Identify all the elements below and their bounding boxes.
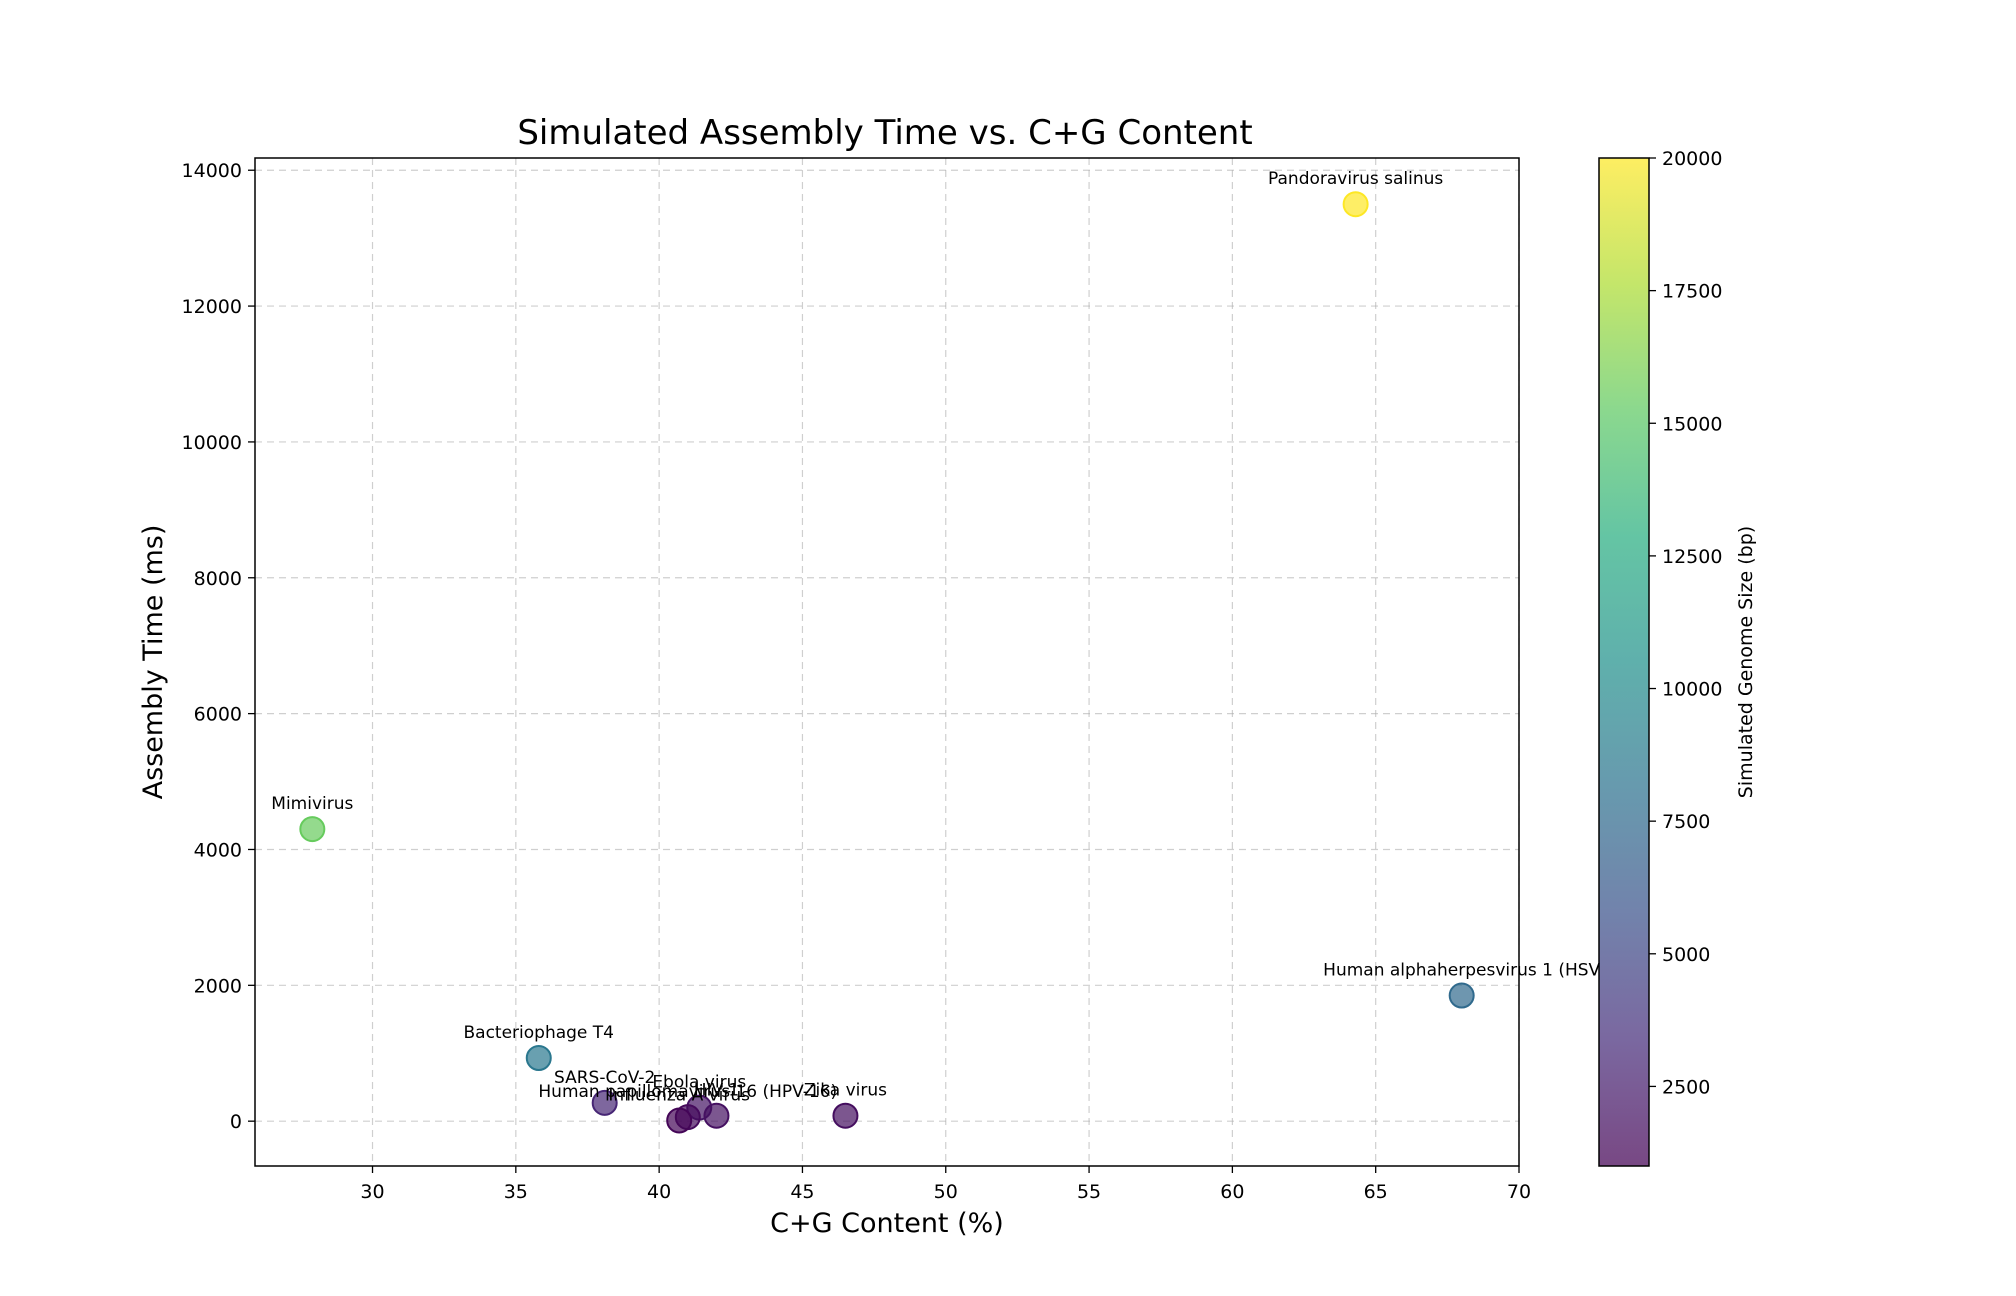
x-axis-label: C+G Content (%) xyxy=(770,1208,1004,1239)
y-axis-ticks: 0 2000 4000 6000 8000 10000 12000 14000 xyxy=(182,160,255,1133)
colorbar-tick-label: 17500 xyxy=(1662,281,1722,303)
data-point xyxy=(525,1045,552,1071)
y-tick-label: 10000 xyxy=(182,432,242,454)
colorbar-tick-label: 15000 xyxy=(1662,413,1722,435)
colorbar-tick-label: 12500 xyxy=(1662,546,1722,568)
y-axis-label: Assembly Time (ms) xyxy=(138,525,169,800)
y-tick-label: 2000 xyxy=(194,975,242,997)
colorbar-tick-label: 20000 xyxy=(1662,148,1722,170)
point-label: HIV-1 xyxy=(694,1081,739,1101)
y-tick-label: 4000 xyxy=(194,839,242,861)
colorbar-ticks: 2500 5000 7500 10000 12500 15000 17500 20000 xyxy=(1649,148,1722,1098)
colorbar-frame xyxy=(1598,157,1650,1167)
point-label: Ebola virus xyxy=(652,1073,746,1093)
data-points xyxy=(299,191,1475,1134)
x-tick-label: 40 xyxy=(647,1181,671,1203)
point-label: Influenza A virus xyxy=(608,1085,750,1105)
y-tick-label: 0 xyxy=(230,1111,242,1133)
data-point xyxy=(666,1107,693,1134)
chart-title: Simulated Assembly Time vs. C+G Content xyxy=(517,113,1252,153)
colorbar-tick-label: 5000 xyxy=(1662,944,1710,966)
colorbar-tick-label: 7500 xyxy=(1662,811,1710,833)
point-label: Pandoravirus salinus xyxy=(1268,169,1443,189)
point-annotations: Pandoravirus salinus Mimivirus Human alpha… xyxy=(271,169,1600,1105)
data-point xyxy=(1342,191,1369,218)
x-tick-label: 45 xyxy=(790,1181,814,1203)
colorbar-tick-label: 2500 xyxy=(1662,1076,1710,1098)
point-label: Bacteriophage T4 xyxy=(463,1023,614,1043)
x-tick-label: 50 xyxy=(934,1181,958,1203)
point-label: Human alphaherpesvirus 1 (HSV xyxy=(1323,961,1600,981)
point-label: SARS-CoV-2 xyxy=(554,1068,655,1088)
colorbar xyxy=(1599,158,1649,1166)
x-tick-label: 65 xyxy=(1364,1181,1388,1203)
x-tick-label: 30 xyxy=(360,1181,384,1203)
colorbar-label: Simulated Genome Size (bp) xyxy=(1735,526,1757,798)
x-axis-ticks: 30 35 40 45 50 55 60 65 70 xyxy=(360,1166,1531,1203)
colorbar-tick-label: 10000 xyxy=(1662,679,1722,701)
grid-lines xyxy=(255,158,1520,1166)
y-tick-label: 12000 xyxy=(182,296,242,318)
plot-frame xyxy=(254,157,1520,1167)
x-tick-label: 35 xyxy=(504,1181,528,1203)
y-tick-label: 8000 xyxy=(194,568,242,590)
data-point xyxy=(299,816,326,843)
data-point xyxy=(703,1102,730,1129)
data-point xyxy=(591,1089,618,1116)
point-label: Mimivirus xyxy=(271,794,353,814)
data-point xyxy=(1448,982,1475,1009)
x-tick-label: 60 xyxy=(1220,1181,1244,1203)
point-label: Zika virus xyxy=(804,1081,887,1101)
x-tick-label: 55 xyxy=(1077,1181,1101,1203)
x-tick-label: 70 xyxy=(1507,1181,1531,1203)
point-label: Human papillomavirus 16 (HPV-16) xyxy=(538,1082,837,1102)
data-point xyxy=(832,1102,859,1129)
y-tick-label: 14000 xyxy=(182,160,242,182)
y-tick-label: 6000 xyxy=(194,704,242,726)
